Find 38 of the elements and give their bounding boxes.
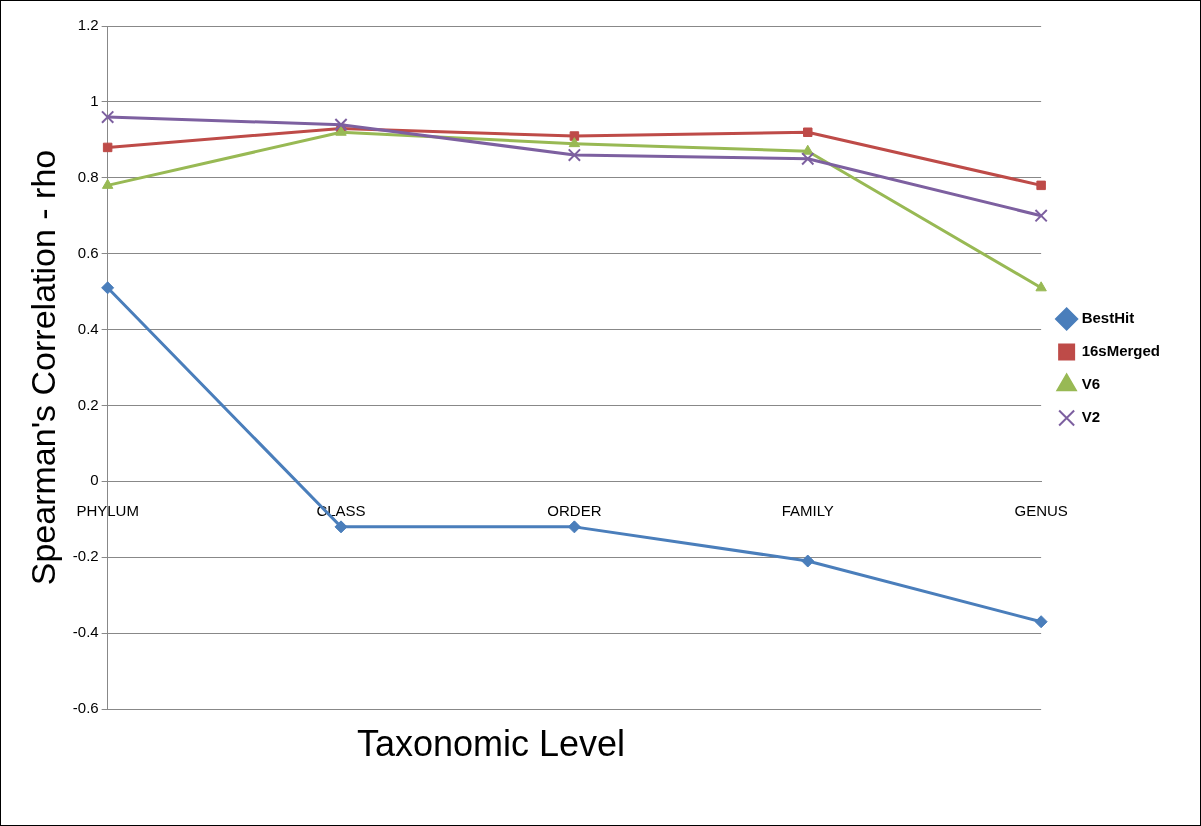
x-axis-title: Taxonomic Level <box>355 723 627 765</box>
legend-label: V2 <box>1081 408 1100 426</box>
y-tick-label: 0 <box>90 471 99 489</box>
point <box>100 110 115 124</box>
y-axis-title: Spearman's Correlation - rho <box>23 149 62 586</box>
x-tick-label: PHYLUM <box>76 502 139 520</box>
x-tick-label: FAMILY <box>781 502 834 520</box>
point <box>102 142 113 153</box>
point <box>801 554 815 568</box>
point <box>802 144 814 155</box>
point <box>567 520 581 534</box>
y-tick-label: 0.4 <box>77 319 99 337</box>
point <box>101 281 115 295</box>
point <box>569 131 580 141</box>
x-tick-label: ORDER <box>547 502 602 520</box>
x-tick-label: GENUS <box>1014 502 1068 520</box>
point <box>1036 180 1046 191</box>
legend-label: BestHit <box>1081 309 1135 327</box>
point <box>1034 615 1048 629</box>
point <box>101 178 114 189</box>
point <box>803 127 813 137</box>
y-tick-label: -0.2 <box>72 547 99 565</box>
y-tick-label: 0.6 <box>77 243 99 261</box>
point <box>1034 209 1048 223</box>
legend-label: 16sMerged <box>1081 342 1161 360</box>
y-tick-label: 1 <box>90 92 99 110</box>
point <box>568 137 581 148</box>
y-tick-label: 0.8 <box>77 167 99 185</box>
point <box>334 118 348 132</box>
point <box>1035 281 1047 292</box>
point <box>567 148 582 162</box>
y-tick-label: -0.4 <box>72 623 99 641</box>
y-tick-label: 0.2 <box>77 395 99 413</box>
y-tick-label: -0.6 <box>72 699 99 717</box>
point <box>801 152 815 166</box>
y-tick-label: 1.2 <box>77 16 99 34</box>
legend-label: V6 <box>1081 375 1100 393</box>
point <box>334 520 348 534</box>
